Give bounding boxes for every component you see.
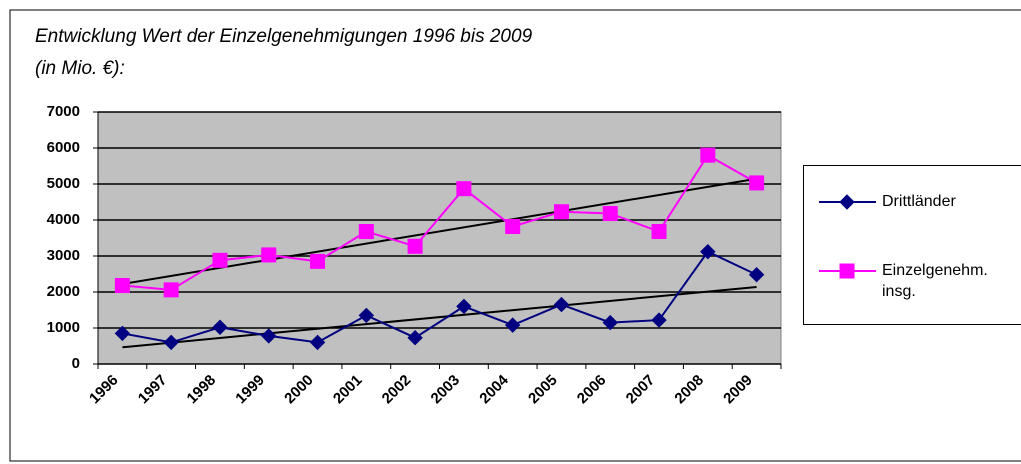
marker [407, 330, 423, 346]
plot-area [97, 111, 782, 365]
y-tick-label: 2000 [47, 283, 80, 300]
y-tick-label: 1000 [47, 319, 80, 336]
y-tick-label: 6000 [47, 139, 80, 156]
legend-keys [819, 194, 876, 279]
y-tick-label: 7000 [47, 103, 80, 120]
marker [651, 312, 667, 328]
legend-label: Einzelgenehm. insg. [882, 262, 988, 300]
marker [553, 296, 570, 313]
y-tick-label: 3000 [47, 247, 80, 264]
marker [261, 247, 277, 263]
marker [310, 253, 326, 269]
marker [407, 238, 423, 254]
marker [553, 204, 569, 220]
marker [749, 175, 765, 191]
marker [651, 224, 667, 240]
marker [504, 317, 521, 333]
legend-label: Drittländer [882, 193, 956, 210]
marker [700, 243, 716, 260]
y-tick-label: 0 [72, 355, 80, 372]
marker [212, 252, 228, 268]
marker [456, 298, 472, 315]
marker [261, 328, 277, 344]
legend: Drittländer Einzelgenehm. insg. [803, 165, 1021, 325]
marker [163, 334, 179, 351]
series-line [122, 153, 758, 291]
marker [309, 334, 326, 351]
series-line [122, 250, 758, 344]
marker [358, 307, 375, 324]
trendline [122, 285, 757, 349]
marker [163, 282, 179, 298]
trendline [122, 177, 757, 286]
y-tick-label: 5000 [47, 175, 80, 192]
marker [212, 319, 228, 335]
marker [602, 314, 618, 331]
marker [839, 194, 855, 210]
marker [358, 224, 374, 240]
chart-subtitle: (in Mio. €): [35, 58, 125, 79]
marker [700, 147, 716, 163]
marker [602, 206, 618, 222]
marker [456, 181, 472, 197]
chart-title: Entwicklung Wert der Einzelgenehmigungen… [35, 26, 533, 47]
marker [748, 267, 765, 283]
marker [839, 263, 855, 279]
marker [114, 278, 130, 294]
marker [114, 325, 131, 342]
marker [505, 218, 521, 234]
y-tick-label: 4000 [47, 211, 80, 228]
